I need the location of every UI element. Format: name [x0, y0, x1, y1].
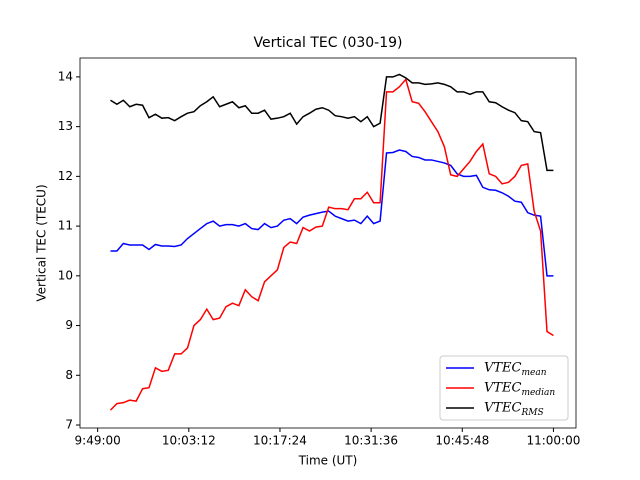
x-tick-label: 11:00:00: [526, 434, 580, 448]
plot-frame: [79, 57, 577, 429]
legend-subscript: mean: [522, 368, 547, 378]
legend-subscript: median: [522, 388, 556, 398]
data-line: [110, 149, 554, 277]
x-tick-label: 10:03:12: [162, 434, 216, 448]
y-tick-label: 11: [58, 219, 73, 233]
x-tick-label: 10:45:48: [435, 434, 489, 448]
y-tick-label: 7: [65, 418, 73, 432]
y-tick-label: 14: [58, 69, 73, 83]
y-tick-label: 8: [65, 368, 73, 382]
legend-box: [439, 355, 569, 421]
x-tick-label: 10:31:36: [344, 434, 398, 448]
legend-subscript: RMS: [521, 408, 544, 418]
x-axis-label: Time (UT): [298, 454, 358, 468]
x-tick-label: 10:17:24: [253, 434, 307, 448]
y-tick-label: 12: [58, 169, 73, 183]
x-tick-label: 9:49:00: [75, 434, 121, 448]
y-axis-label: Vertical TEC (TECU): [35, 184, 49, 301]
y-tick-label: 13: [58, 119, 73, 133]
data-line: [110, 73, 554, 172]
y-tick-label: 10: [58, 268, 73, 282]
chart-title: Vertical TEC (030-19): [254, 35, 403, 51]
data-line: [109, 77, 554, 411]
y-tick-label: 9: [65, 318, 73, 332]
